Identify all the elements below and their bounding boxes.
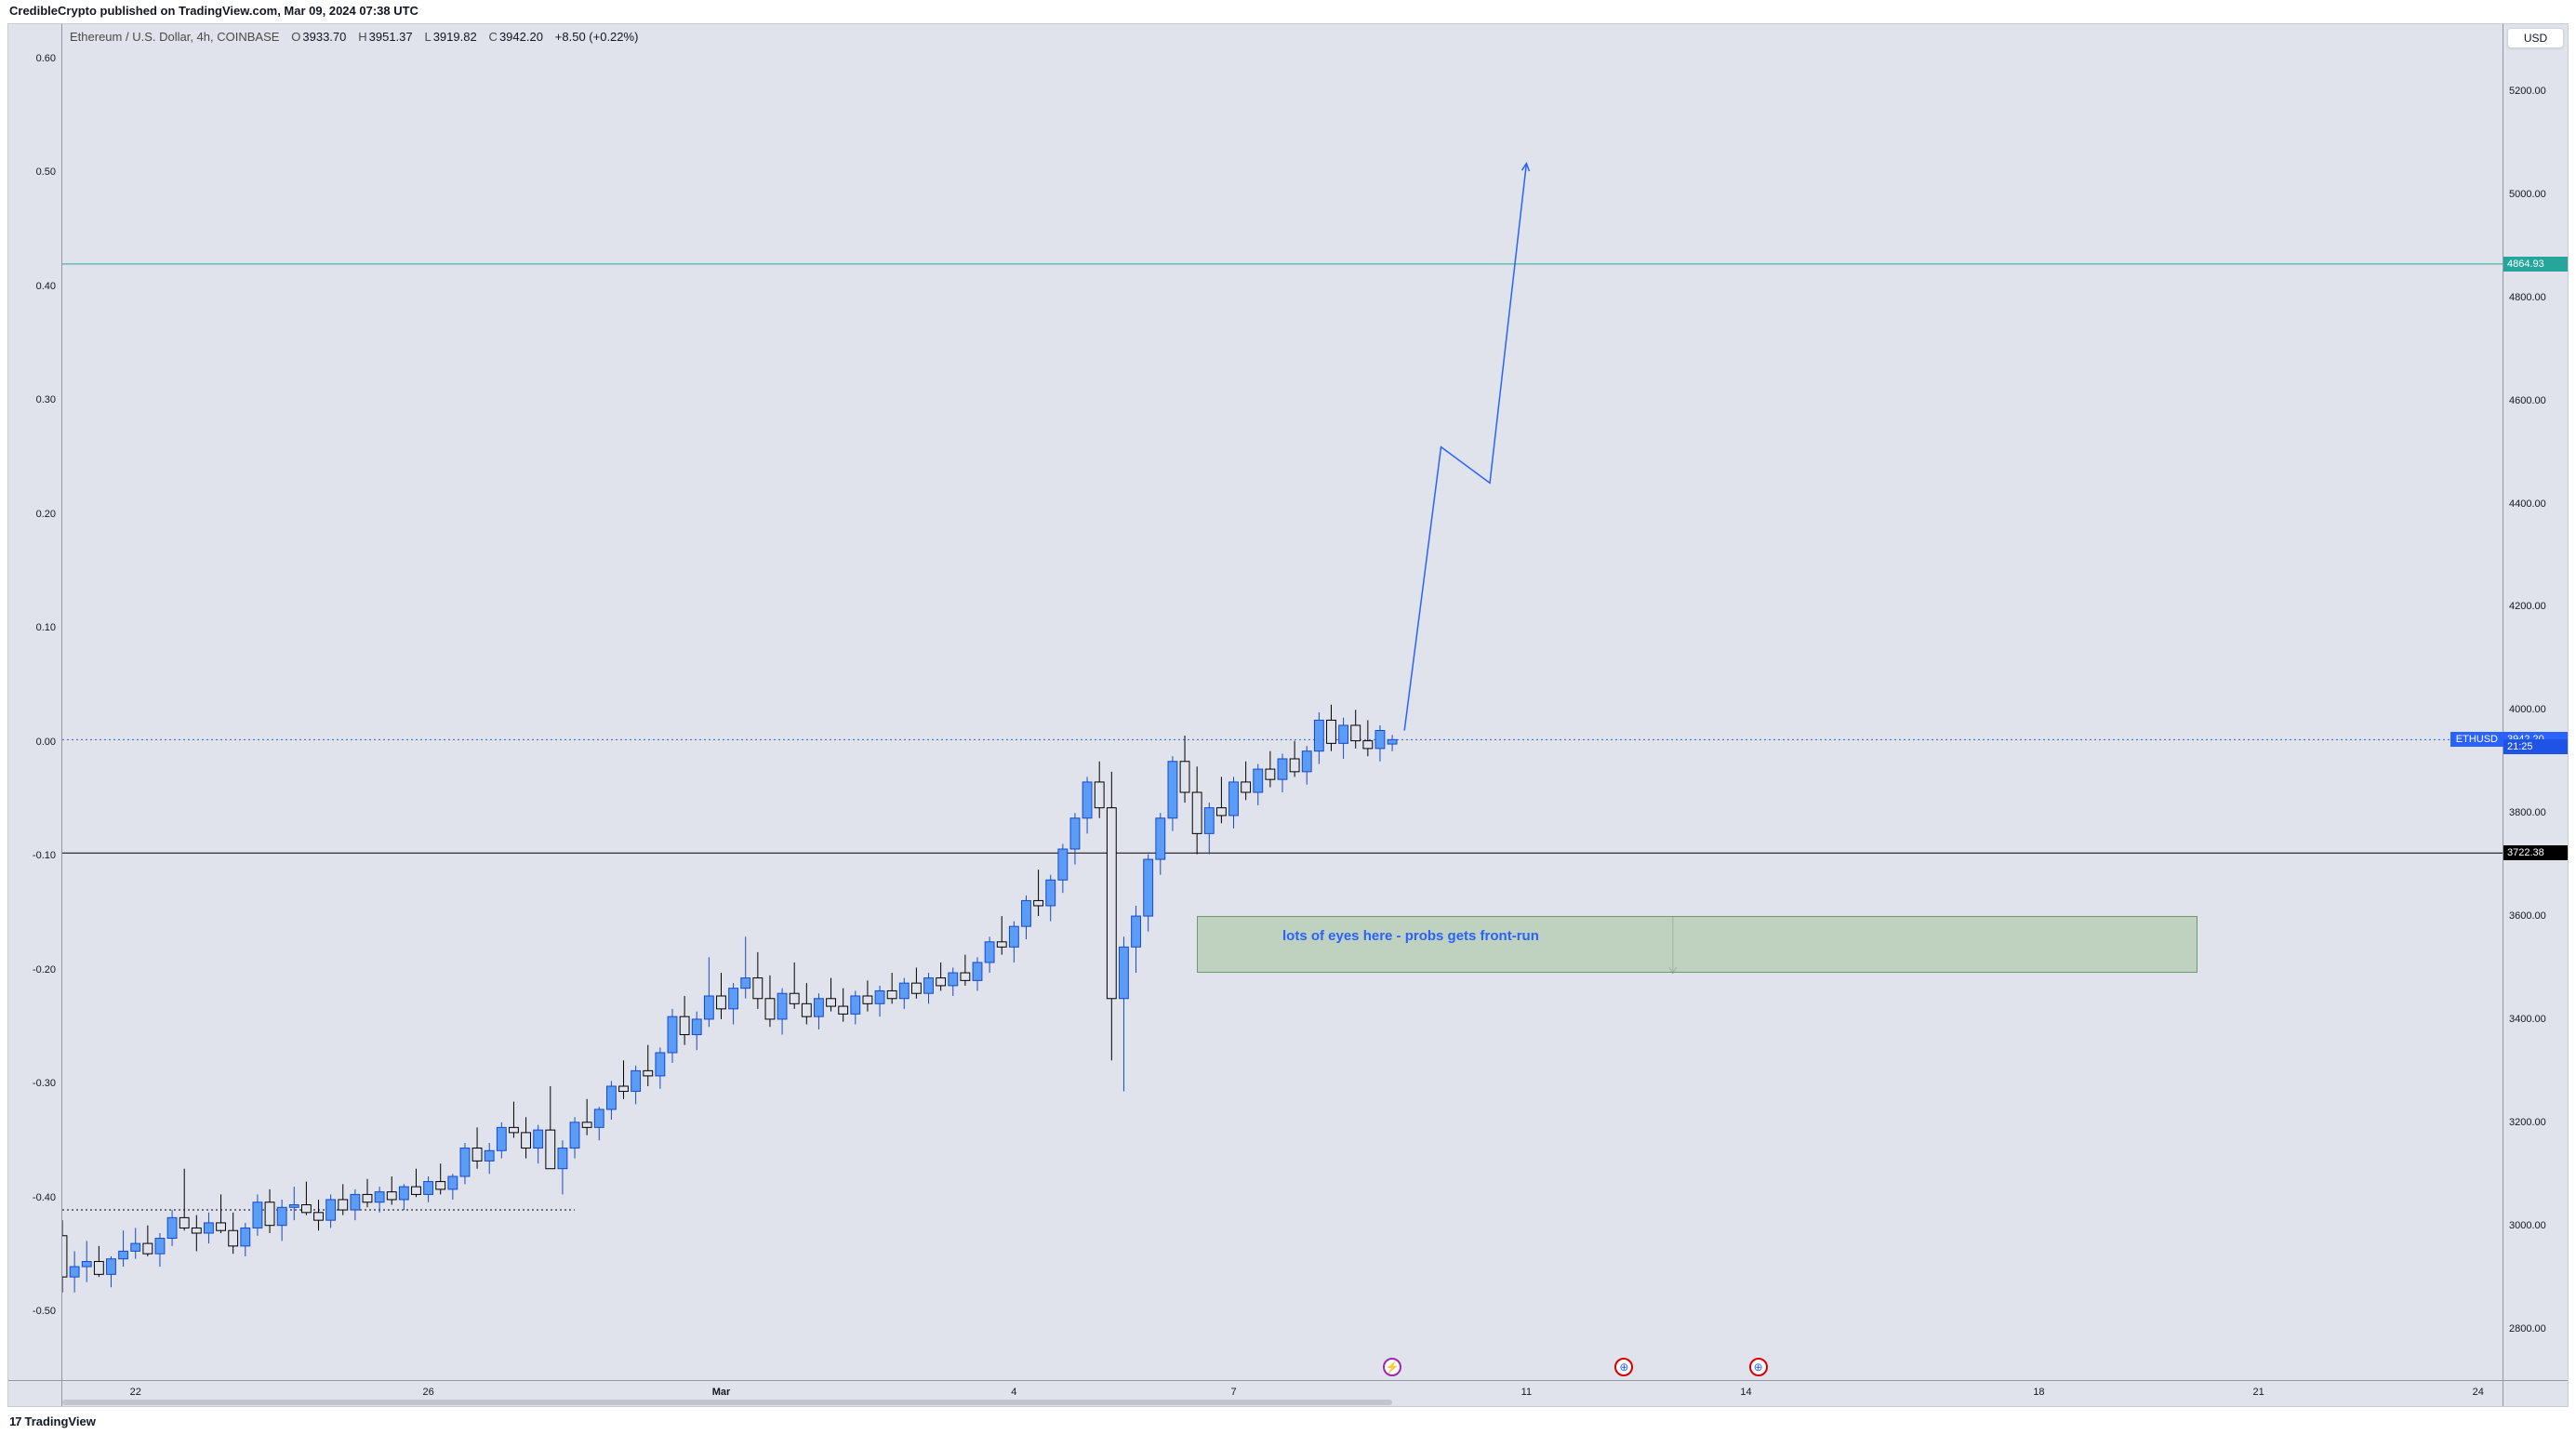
symbol-price-tag: ETHUSD xyxy=(2450,732,2503,747)
right-axis-tick: 4000.00 xyxy=(2509,704,2546,715)
right-axis-tick: 3800.00 xyxy=(2509,807,2546,818)
publish-text: CredibleCrypto published on TradingView.… xyxy=(9,4,418,18)
economic-event-icon[interactable]: ⊕ xyxy=(1749,1358,1768,1376)
left-scroll-track xyxy=(8,1399,61,1406)
left-axis-tick: 0.50 xyxy=(36,166,56,178)
right-axis-tick: 3200.00 xyxy=(2509,1117,2546,1128)
price-tag: 4864.93 xyxy=(2503,257,2568,272)
demand-zone-box[interactable] xyxy=(1197,916,2198,973)
left-axis-tick: 0.10 xyxy=(36,622,56,633)
time-axis-tick: Mar xyxy=(712,1387,731,1398)
left-axis-tick: -0.30 xyxy=(33,1078,56,1089)
time-axis-tick: 18 xyxy=(2033,1387,2044,1398)
footer: 17 TradingView xyxy=(0,1409,2576,1434)
time-axis-tick: 7 xyxy=(1230,1387,1236,1398)
right-axis-tick: 4800.00 xyxy=(2509,292,2546,303)
lightning-icon[interactable]: ⚡ xyxy=(1383,1358,1401,1376)
economic-event-icon[interactable]: ⊕ xyxy=(1614,1358,1633,1376)
axis-corner-right xyxy=(2503,1381,2568,1406)
time-axis-tick: 11 xyxy=(1521,1387,1532,1398)
time-axis[interactable]: 22 26 Mar 4 7 11 14 18 21 24 xyxy=(62,1381,2503,1406)
left-axis-tick: 0.60 xyxy=(36,53,56,64)
tradingview-logo-icon: 17 xyxy=(9,1414,20,1428)
time-scroll-track[interactable] xyxy=(62,1399,2503,1406)
chart-plot-area[interactable]: Ethereum / U.S. Dollar, 4h, COINBASE O39… xyxy=(62,24,2503,1380)
right-axis-tick: 5200.00 xyxy=(2509,86,2546,97)
right-axis-tick: 5000.00 xyxy=(2509,189,2546,200)
currency-button[interactable]: USD xyxy=(2507,28,2564,48)
footer-brand: TradingView xyxy=(24,1414,95,1428)
left-axis-tick: -0.10 xyxy=(33,850,56,861)
price-tag: 3722.38 xyxy=(2503,845,2568,860)
right-axis-tick: 3600.00 xyxy=(2509,910,2546,922)
countdown-tag: 21:25 xyxy=(2503,739,2568,754)
time-scroll-thumb[interactable] xyxy=(62,1400,1392,1405)
right-axis-tick: 3000.00 xyxy=(2509,1220,2546,1231)
right-axis-tick: 4200.00 xyxy=(2509,601,2546,612)
legend-symbol: Ethereum / U.S. Dollar, 4h, COINBASE xyxy=(70,30,279,44)
time-axis-tick: 14 xyxy=(1740,1387,1751,1398)
right-axis-tick: 2800.00 xyxy=(2509,1323,2546,1334)
time-axis-tick: 22 xyxy=(130,1387,141,1398)
time-axis-tick: 24 xyxy=(2473,1387,2484,1398)
publish-header: CredibleCrypto published on TradingView.… xyxy=(0,0,2576,21)
left-axis-tick: -0.20 xyxy=(33,964,56,976)
left-axis-tick: 0.00 xyxy=(36,737,56,748)
left-price-axis[interactable]: 0.60 0.50 0.40 0.30 0.20 0.10 0.00 -0.10 -0.20 -0… xyxy=(8,24,62,1380)
time-axis-tick: 26 xyxy=(422,1387,433,1398)
chart-html-overlay: lots of eyes here - probs gets front-run… xyxy=(62,24,2503,1380)
right-price-axis[interactable]: USD 5200.00 5000.00 4800.00 4600.00 4400.00 4… xyxy=(2503,24,2568,1380)
left-axis-tick: 0.20 xyxy=(36,509,56,520)
left-axis-tick: -0.40 xyxy=(33,1192,56,1203)
left-axis-tick: -0.50 xyxy=(33,1306,56,1317)
symbol-legend: Ethereum / U.S. Dollar, 4h, COINBASE O39… xyxy=(70,30,640,44)
right-axis-tick: 4400.00 xyxy=(2509,498,2546,510)
right-axis-tick: 3400.00 xyxy=(2509,1014,2546,1025)
left-axis-tick: 0.40 xyxy=(36,281,56,292)
right-axis-tick: 4600.00 xyxy=(2509,395,2546,406)
annotation-text[interactable]: lots of eyes here - probs gets front-run xyxy=(1282,928,1539,944)
time-axis-tick: 4 xyxy=(1011,1387,1016,1398)
chart-container: 0.60 0.50 0.40 0.30 0.20 0.10 0.00 -0.10 -0.20 -0… xyxy=(7,23,2569,1407)
axis-corner-left xyxy=(8,1381,62,1406)
time-axis-tick: 21 xyxy=(2252,1387,2264,1398)
left-axis-tick: 0.30 xyxy=(36,394,56,405)
